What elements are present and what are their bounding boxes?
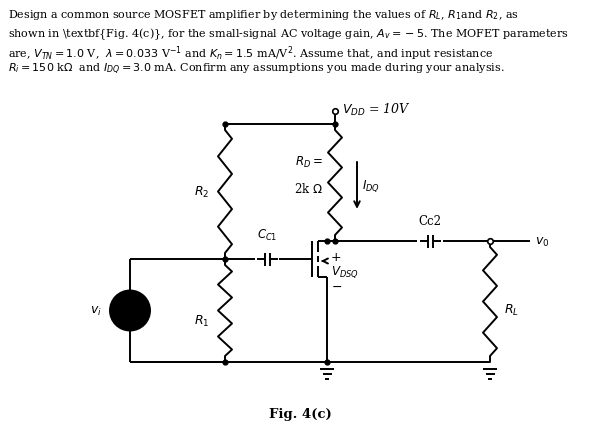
Circle shape <box>110 291 150 331</box>
Text: $-$: $-$ <box>331 279 342 292</box>
Text: $R_1$: $R_1$ <box>194 313 209 328</box>
Text: $R_2$: $R_2$ <box>194 184 209 200</box>
Text: Design a common source MOSFET amplifier by determining the values of $R_L$, $R_1: Design a common source MOSFET amplifier … <box>8 8 519 22</box>
Text: Fig. 4(c): Fig. 4(c) <box>269 408 331 420</box>
Text: $v_i$: $v_i$ <box>90 304 102 317</box>
Text: are, $V_{TN} = 1.0$ V,  $\lambda = 0.033$ V$^{-1}$ and $K_n = 1.5$ mA/V$^2$. Ass: are, $V_{TN} = 1.0$ V, $\lambda = 0.033$… <box>8 44 493 63</box>
Text: +: + <box>124 297 136 311</box>
Text: Cc2: Cc2 <box>418 215 442 227</box>
Text: $R_L$: $R_L$ <box>504 302 519 317</box>
Text: 2k $\Omega$: 2k $\Omega$ <box>294 182 323 196</box>
Text: $V_{DD}$ = 10V: $V_{DD}$ = 10V <box>342 102 411 118</box>
Text: $C_{C1}$: $C_{C1}$ <box>257 227 277 242</box>
Text: $-$: $-$ <box>124 312 136 325</box>
Text: $V_{DSQ}$: $V_{DSQ}$ <box>331 264 359 279</box>
Text: $v_0$: $v_0$ <box>535 235 549 248</box>
Text: $I_{DQ}$: $I_{DQ}$ <box>362 178 380 194</box>
Text: +: + <box>331 251 342 264</box>
Text: shown in \textbf{Fig. 4(c)}, for the small-signal AC voltage gain, $A_v = -5$. T: shown in \textbf{Fig. 4(c)}, for the sma… <box>8 26 569 41</box>
Text: $R_i = 150$ k$\Omega$  and $I_{DQ} = 3.0$ mA. Confirm any assumptions you made d: $R_i = 150$ k$\Omega$ and $I_{DQ} = 3.0$… <box>8 62 505 77</box>
Text: $R_D=$: $R_D=$ <box>295 155 323 170</box>
